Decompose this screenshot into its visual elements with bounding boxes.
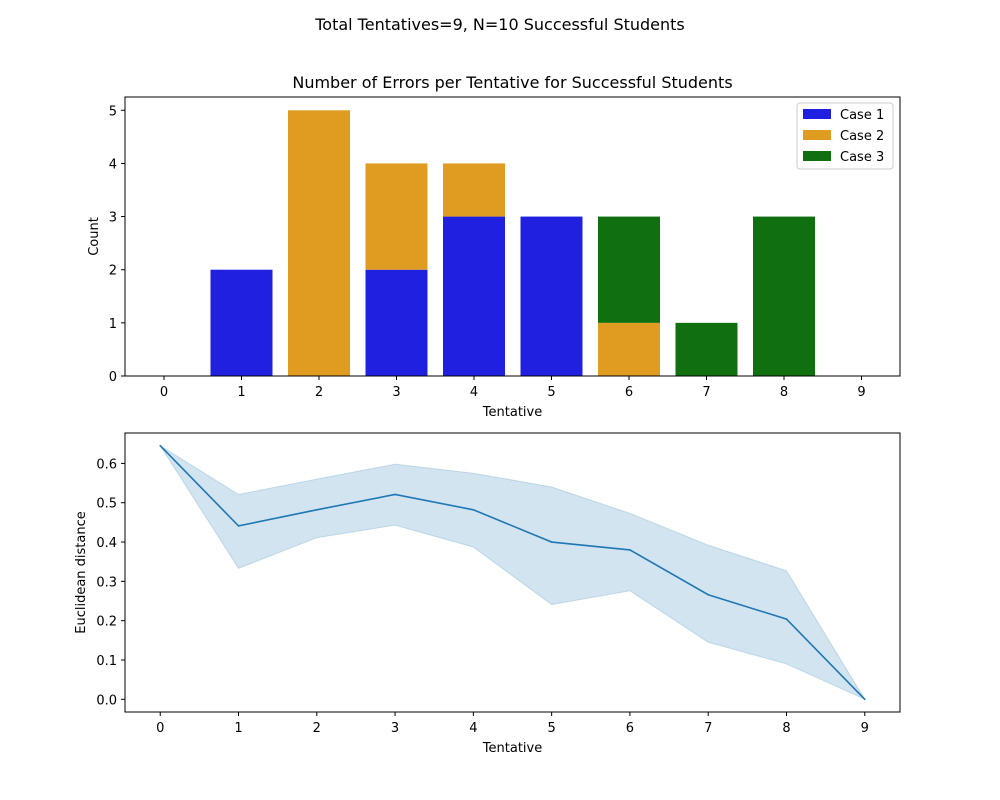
bar-layer xyxy=(210,110,815,377)
bar-case-2-tentative-3 xyxy=(365,163,428,270)
line-y-tick-label: 0.4 xyxy=(96,536,117,551)
bar-y-tick-label: 2 xyxy=(109,264,117,279)
mean-point xyxy=(629,549,631,551)
bar-y-tick-label: 5 xyxy=(109,104,117,119)
mean-point xyxy=(237,525,240,527)
line-x-tick-label: 0 xyxy=(156,721,164,736)
bar-y-tick-label: 1 xyxy=(109,317,117,332)
legend-label-case-2: Case 2 xyxy=(840,129,884,144)
bar-y-axis-label: Count xyxy=(87,217,102,256)
bar-case-1-tentative-5 xyxy=(520,216,583,376)
bar-x-tick-label: 7 xyxy=(702,385,710,400)
bar-case-2-tentative-4 xyxy=(443,163,505,217)
line-y-tick-label: 0.6 xyxy=(96,457,117,472)
mean-point xyxy=(785,618,788,620)
line-chart: 0 1 2 3 4 5 6 7 8 9 0.0 0.1 0.2 0.3 0.4 0.5 0.6 Tentativ… xyxy=(74,432,901,756)
line-axis: 0 1 2 3 4 5 6 7 8 9 0.0 0.1 0.2 0.3 0.4 0.5 0.6 xyxy=(96,457,869,736)
bar-x-tick-label: 0 xyxy=(160,385,168,400)
line-y-tick-label: 0.2 xyxy=(96,615,117,630)
figure-suptitle: Total Tentatives=9, N=10 Successful Stud… xyxy=(314,15,685,34)
line-y-tick-label: 0.1 xyxy=(96,654,117,669)
line-plot-frame xyxy=(124,432,901,713)
line-x-tick-label: 8 xyxy=(782,721,790,736)
legend-swatch-case-1 xyxy=(803,109,831,119)
mean-point xyxy=(394,493,396,496)
line-y-tick-label: 0.5 xyxy=(96,497,117,512)
line-x-tick-label: 1 xyxy=(234,721,242,736)
legend-label-case-1: Case 1 xyxy=(840,108,884,123)
mean-line xyxy=(159,445,866,700)
legend-label-case-3: Case 3 xyxy=(840,150,884,165)
line-y-tick-label: 0.3 xyxy=(96,575,117,590)
mean-point xyxy=(315,508,318,511)
bar-case-1-tentative-4 xyxy=(443,216,505,376)
bar-chart-title: Number of Errors per Tentative for Succe… xyxy=(292,73,732,92)
bar-x-tick-label: 4 xyxy=(470,385,478,400)
bar-case-3-tentative-6 xyxy=(598,216,660,323)
bar-x-tick-label: 5 xyxy=(547,385,555,400)
bar-case-1-tentative-1 xyxy=(210,269,273,376)
bar-case-2-tentative-6 xyxy=(598,322,660,376)
legend: Case 1 Case 2 Case 3 xyxy=(796,102,894,170)
legend-swatch-case-2 xyxy=(803,130,831,140)
line-y-tick-label: 0.0 xyxy=(96,693,117,708)
line-x-tick-label: 7 xyxy=(704,721,712,736)
line-x-tick-label: 3 xyxy=(391,721,399,736)
bar-y-tick-label: 0 xyxy=(109,370,117,385)
bar-case-3-tentative-8 xyxy=(753,216,815,376)
bar-x-axis-label: Tentative xyxy=(482,405,542,420)
confidence-band xyxy=(159,445,867,701)
bar-case-1-tentative-3 xyxy=(365,269,428,376)
bar-plot-frame xyxy=(124,96,901,377)
mean-point xyxy=(707,593,710,596)
bar-chart: Number of Errors per Tentative for Succe… xyxy=(87,73,901,420)
mean-point xyxy=(472,508,475,511)
bar-y-tick-label: 3 xyxy=(109,211,117,226)
bar-x-tick-label: 3 xyxy=(392,385,400,400)
line-x-tick-label: 9 xyxy=(861,721,869,736)
line-x-tick-label: 6 xyxy=(626,721,634,736)
line-x-axis-label: Tentative xyxy=(482,741,542,756)
line-x-tick-label: 2 xyxy=(313,721,321,736)
mean-point xyxy=(550,541,553,543)
bar-case-2-tentative-2 xyxy=(288,110,350,377)
bar-x-tick-label: 6 xyxy=(625,385,633,400)
bar-x-tick-label: 2 xyxy=(315,385,323,400)
line-x-tick-label: 4 xyxy=(469,721,477,736)
bar-y-tick-label: 4 xyxy=(109,157,117,172)
legend-swatch-case-3 xyxy=(803,151,831,161)
bar-x-tick-label: 1 xyxy=(237,385,245,400)
bar-case-3-tentative-7 xyxy=(675,322,738,376)
mean-point xyxy=(159,444,162,447)
bar-axis: 0 1 2 3 4 5 6 7 8 9 0 1 2 3 4 5 xyxy=(109,104,866,400)
bar-x-tick-label: 9 xyxy=(857,385,865,400)
line-layer xyxy=(159,444,867,701)
mean-point xyxy=(863,698,866,701)
line-y-axis-label: Euclidean distance xyxy=(74,511,89,634)
bar-x-tick-label: 8 xyxy=(780,385,788,400)
line-x-tick-label: 5 xyxy=(548,721,556,736)
